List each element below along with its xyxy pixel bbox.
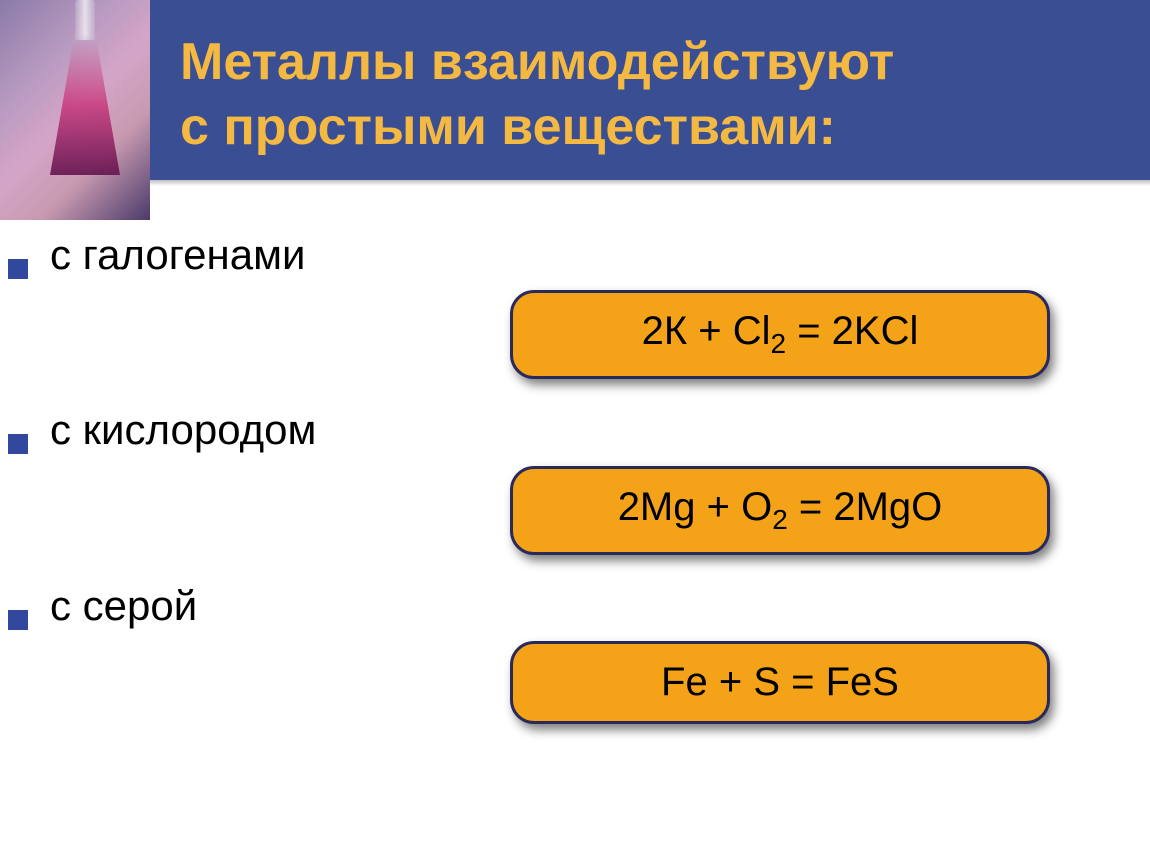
slide: Металлы взаимодействуют с простыми вещес…	[0, 0, 1150, 864]
formula-row-oxygen: 2Mg + O2 = 2MgO	[0, 466, 1100, 555]
flask-neck	[75, 0, 95, 40]
header-shadow	[150, 180, 1150, 186]
bullet-halogens: с галогенами	[0, 230, 420, 280]
bullet-row-oxygen: с кислородом	[0, 405, 1100, 455]
title-line-1: Металлы взаимодействуют	[180, 33, 894, 91]
formula-oxygen: 2Mg + O2 = 2MgO	[510, 466, 1050, 555]
bullet-text-oxygen: с кислородом	[50, 405, 316, 455]
slide-title: Металлы взаимодействуют с простыми вещес…	[180, 30, 1120, 160]
flask-image	[0, 0, 150, 220]
bullet-row-sulfur: с серой	[0, 581, 1100, 631]
bullet-text-halogens: с галогенами	[50, 230, 305, 280]
bullet-oxygen: с кислородом	[0, 405, 420, 455]
slide-content: с галогенами 2К + Cl2 = 2KCl с кислородо…	[0, 200, 1150, 750]
formula-sulfur: Fe + S = FeS	[510, 641, 1050, 724]
formula-row-sulfur: Fe + S = FeS	[0, 641, 1100, 724]
bullet-sulfur: с серой	[0, 581, 420, 631]
formula-halogens: 2К + Cl2 = 2KCl	[510, 290, 1050, 379]
bullet-row-halogens: с галогенами	[0, 230, 1100, 280]
bullet-marker-icon	[8, 610, 28, 630]
bullet-marker-icon	[8, 434, 28, 454]
title-line-2: с простыми веществами:	[180, 98, 836, 156]
formula-row-halogens: 2К + Cl2 = 2KCl	[0, 290, 1100, 379]
slide-header: Металлы взаимодействуют с простыми вещес…	[150, 0, 1150, 180]
flask-shape	[50, 0, 120, 180]
bullet-text-sulfur: с серой	[50, 581, 197, 631]
flask-body	[50, 35, 120, 175]
bullet-marker-icon	[8, 259, 28, 279]
